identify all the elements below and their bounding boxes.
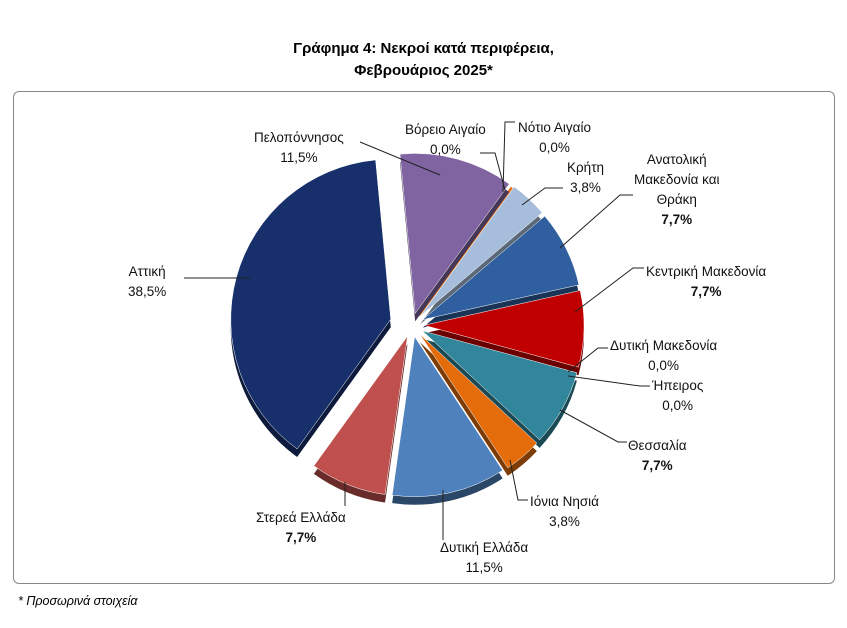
leader-line bbox=[559, 194, 633, 249]
pie-slice bbox=[423, 290, 585, 368]
label-sterea: Στερεά Ελλάδα 7,7% bbox=[256, 510, 346, 545]
leader-line bbox=[509, 459, 528, 501]
leader-line bbox=[559, 409, 627, 443]
leader-line bbox=[567, 375, 650, 387]
leader-line bbox=[502, 121, 515, 193]
pie-slice bbox=[419, 333, 538, 469]
pie-slice bbox=[419, 186, 543, 317]
pie-slice bbox=[399, 153, 510, 315]
label-ipeiros: Ήπειρος 0,0% bbox=[652, 378, 704, 413]
leader-line bbox=[574, 267, 644, 313]
pie-slice bbox=[230, 159, 392, 450]
chart-title-line2: Φεβρουάριος 2025* bbox=[354, 62, 493, 79]
leader-line bbox=[480, 152, 506, 191]
label-dytiki-makedonia: Δυτική Μακεδονία 0,0% bbox=[610, 338, 718, 373]
label-kentriki: Κεντρική Μακεδονία 7,7% bbox=[646, 264, 767, 299]
label-voreio: Βόρειο Αιγαίο 0,0% bbox=[405, 122, 486, 157]
label-kriti: Κρήτη 3,8% bbox=[567, 160, 605, 195]
label-anatoliki: Ανατολική Μακεδονία και Θράκη 7,7% bbox=[634, 152, 720, 227]
chart-title-line1: Γράφημα 4: Νεκροί κατά περιφέρεια, bbox=[293, 40, 554, 57]
label-thessalia: Θεσσαλία 7,7% bbox=[628, 438, 687, 473]
pie-slice bbox=[313, 335, 408, 495]
pie-slice bbox=[422, 215, 580, 320]
chart-frame bbox=[13, 91, 835, 584]
pie-slice bbox=[391, 336, 503, 497]
label-attiki: Αττική 38,5% bbox=[128, 264, 167, 299]
footnote: * Προσωρινά στοιχεία bbox=[18, 594, 138, 608]
label-ionia: Ιόνια Νησιά 3,8% bbox=[530, 494, 599, 529]
leader-line bbox=[359, 141, 441, 176]
leader-line bbox=[521, 187, 563, 206]
label-notio: Νότιο Αιγαίο 0,0% bbox=[518, 120, 591, 155]
label-peloponnisos: Πελοπόννησος 11,5% bbox=[254, 130, 344, 165]
pie-slice bbox=[422, 330, 578, 441]
label-dytiki-ellada: Δυτική Ελλάδα 11,5% bbox=[440, 540, 529, 575]
leader-line bbox=[567, 347, 608, 373]
